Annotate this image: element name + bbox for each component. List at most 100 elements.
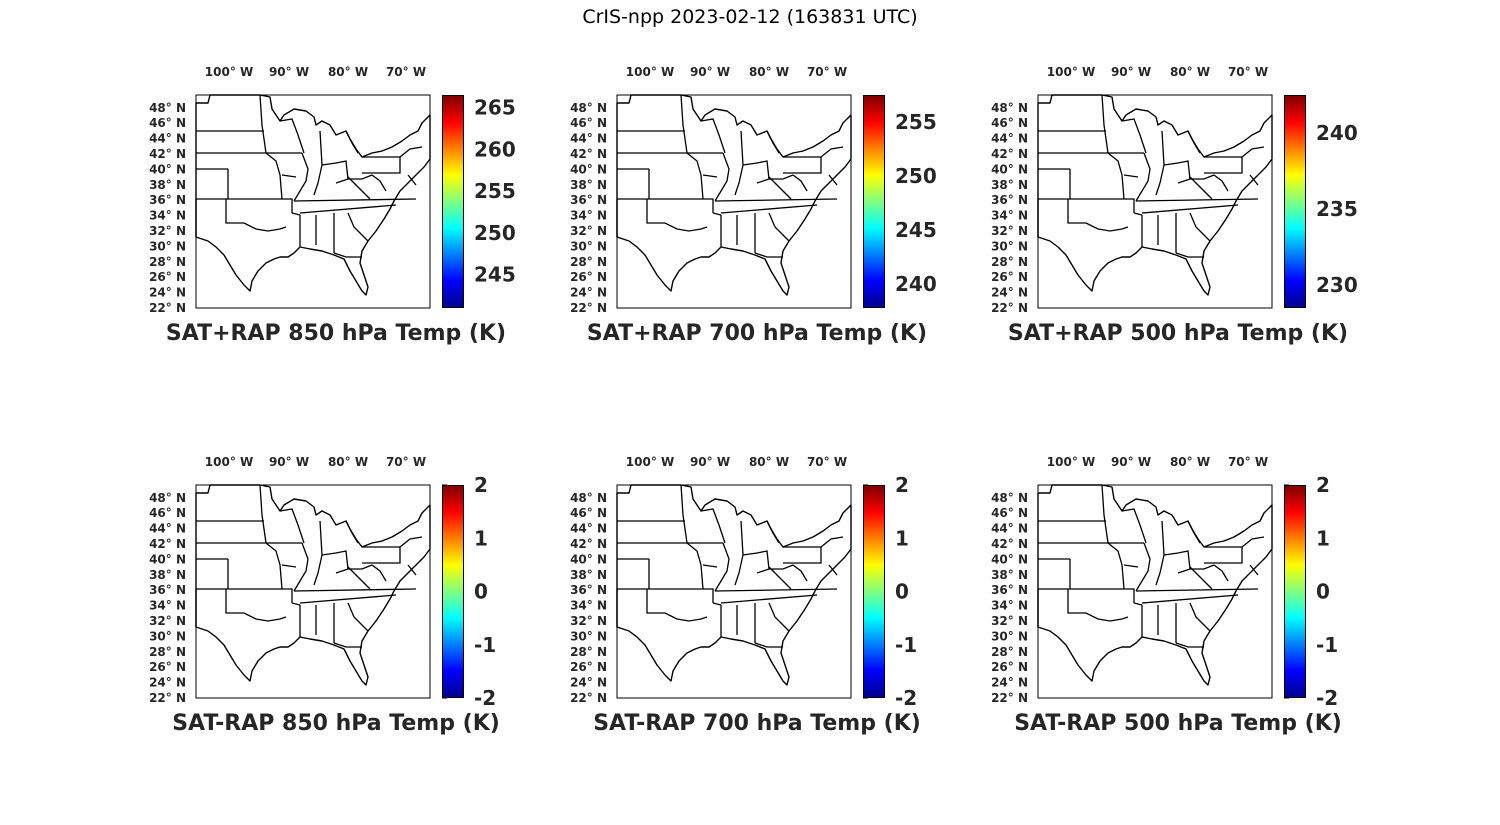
longitude-label: 70° W bbox=[1228, 65, 1268, 79]
state-border bbox=[1213, 564, 1229, 582]
latitude-label: 32° N bbox=[991, 224, 1028, 238]
state-border bbox=[766, 520, 780, 544]
latitude-label: 40° N bbox=[991, 552, 1028, 566]
state-border bbox=[1141, 204, 1239, 214]
latitude-label: 36° N bbox=[991, 193, 1028, 207]
state-border bbox=[1133, 602, 1143, 606]
state-border bbox=[768, 212, 790, 242]
state-border bbox=[702, 174, 718, 178]
latitude-label: 22° N bbox=[149, 691, 186, 705]
colorbar bbox=[1284, 95, 1306, 308]
state-border bbox=[280, 198, 293, 213]
map-frame bbox=[1037, 484, 1273, 699]
latitude-label: 40° N bbox=[570, 162, 607, 176]
colorbar bbox=[863, 485, 885, 698]
state-border bbox=[259, 484, 283, 590]
latitude-label: 30° N bbox=[991, 239, 1028, 253]
panel-title: SAT-RAP 500 hPa Temp (K) bbox=[1014, 711, 1342, 736]
latitude-label: 38° N bbox=[149, 568, 186, 582]
longitude-label: 90° W bbox=[269, 455, 309, 469]
state-border bbox=[1213, 174, 1229, 192]
panel-title: SAT-RAP 700 hPa Temp (K) bbox=[593, 711, 921, 736]
state-border bbox=[792, 564, 808, 582]
state-border bbox=[313, 520, 323, 586]
state-border bbox=[766, 130, 780, 154]
state-border bbox=[225, 199, 287, 232]
state-border bbox=[1177, 564, 1215, 574]
colorbar-tick-label: -2 bbox=[474, 686, 496, 710]
latitude-label: 44° N bbox=[570, 522, 607, 536]
map-frame bbox=[195, 94, 431, 309]
latitude-label: 34° N bbox=[570, 209, 607, 223]
state-border bbox=[712, 602, 722, 606]
latitude-label: 40° N bbox=[149, 552, 186, 566]
state-border bbox=[291, 602, 301, 606]
latitude-label: 22° N bbox=[570, 301, 607, 315]
state-border bbox=[734, 520, 744, 586]
latitude-label: 32° N bbox=[570, 224, 607, 238]
panel-title: SAT+RAP 850 hPa Temp (K) bbox=[165, 321, 507, 346]
state-border bbox=[321, 550, 349, 570]
state-border bbox=[1101, 484, 1125, 590]
colorbar-tick-label: 250 bbox=[895, 164, 937, 188]
state-border bbox=[680, 484, 704, 590]
latitude-label: 46° N bbox=[991, 116, 1028, 130]
state-border bbox=[280, 588, 293, 603]
longitude-label: 100° W bbox=[1047, 455, 1095, 469]
state-border bbox=[1241, 146, 1265, 158]
latitude-label: 24° N bbox=[991, 676, 1028, 690]
latitude-label: 40° N bbox=[991, 162, 1028, 176]
state-border bbox=[1135, 152, 1151, 202]
state-border bbox=[701, 588, 714, 603]
state-border bbox=[362, 546, 401, 564]
colorbar-tick-label: 1 bbox=[1316, 526, 1330, 550]
state-border bbox=[700, 118, 726, 154]
colorbar-tick-label: -2 bbox=[895, 686, 917, 710]
colorbar-tick-label: 265 bbox=[474, 96, 516, 120]
state-border bbox=[347, 176, 371, 200]
latitude-label: 46° N bbox=[570, 116, 607, 130]
state-border bbox=[1067, 199, 1129, 232]
colorbar-tick-label: 255 bbox=[895, 110, 937, 134]
latitude-label: 42° N bbox=[570, 537, 607, 551]
map-panel: 100° W 90° W 80° W 70° W 48° N 46° N 44° N 42° … bbox=[557, 60, 997, 370]
state-border bbox=[768, 602, 790, 632]
state-border bbox=[756, 174, 794, 184]
longitude-label: 80° W bbox=[749, 65, 789, 79]
state-border bbox=[1155, 520, 1165, 586]
colorbar-tick-label: 2 bbox=[895, 473, 909, 497]
latitude-label: 22° N bbox=[991, 301, 1028, 315]
latitude-label: 36° N bbox=[149, 193, 186, 207]
longitude-label: 80° W bbox=[1170, 65, 1210, 79]
state-border bbox=[293, 198, 417, 202]
state-border bbox=[1187, 520, 1201, 544]
latitude-label: 28° N bbox=[149, 645, 186, 659]
state-border bbox=[1122, 198, 1135, 213]
latitude-label: 38° N bbox=[991, 568, 1028, 582]
colorbar-tick-label: 240 bbox=[895, 272, 937, 296]
state-border bbox=[407, 564, 417, 576]
state-border bbox=[701, 198, 714, 213]
latitude-label: 34° N bbox=[149, 599, 186, 613]
latitude-label: 38° N bbox=[991, 178, 1028, 192]
longitude-label: 80° W bbox=[749, 455, 789, 469]
state-border bbox=[1155, 130, 1165, 196]
state-border bbox=[1135, 542, 1151, 592]
state-border bbox=[291, 212, 301, 216]
coastline-outline bbox=[616, 484, 852, 686]
latitude-label: 30° N bbox=[149, 629, 186, 643]
map-area: 100° W 90° W 80° W 70° W 48° N46° N 44° N42° … bbox=[149, 455, 496, 710]
state-border bbox=[371, 564, 387, 582]
longitude-label: 90° W bbox=[1111, 65, 1151, 79]
map-plot: 100° W 90° W 80° W 70° W 48° N46° N 44° N42° … bbox=[149, 65, 516, 315]
state-border bbox=[1067, 589, 1129, 622]
colorbar-tick-label: 255 bbox=[474, 179, 516, 203]
state-border bbox=[792, 174, 808, 192]
colorbar-tick-label: -1 bbox=[1316, 633, 1338, 657]
longitude-label: 100° W bbox=[626, 455, 674, 469]
longitude-label: 70° W bbox=[807, 455, 847, 469]
map-plot: 100° W 90° W 80° W 70° W 48° N46° N 44° N42° … bbox=[570, 65, 937, 315]
state-border bbox=[1121, 508, 1147, 544]
state-border bbox=[820, 146, 844, 158]
state-border bbox=[1122, 588, 1135, 603]
